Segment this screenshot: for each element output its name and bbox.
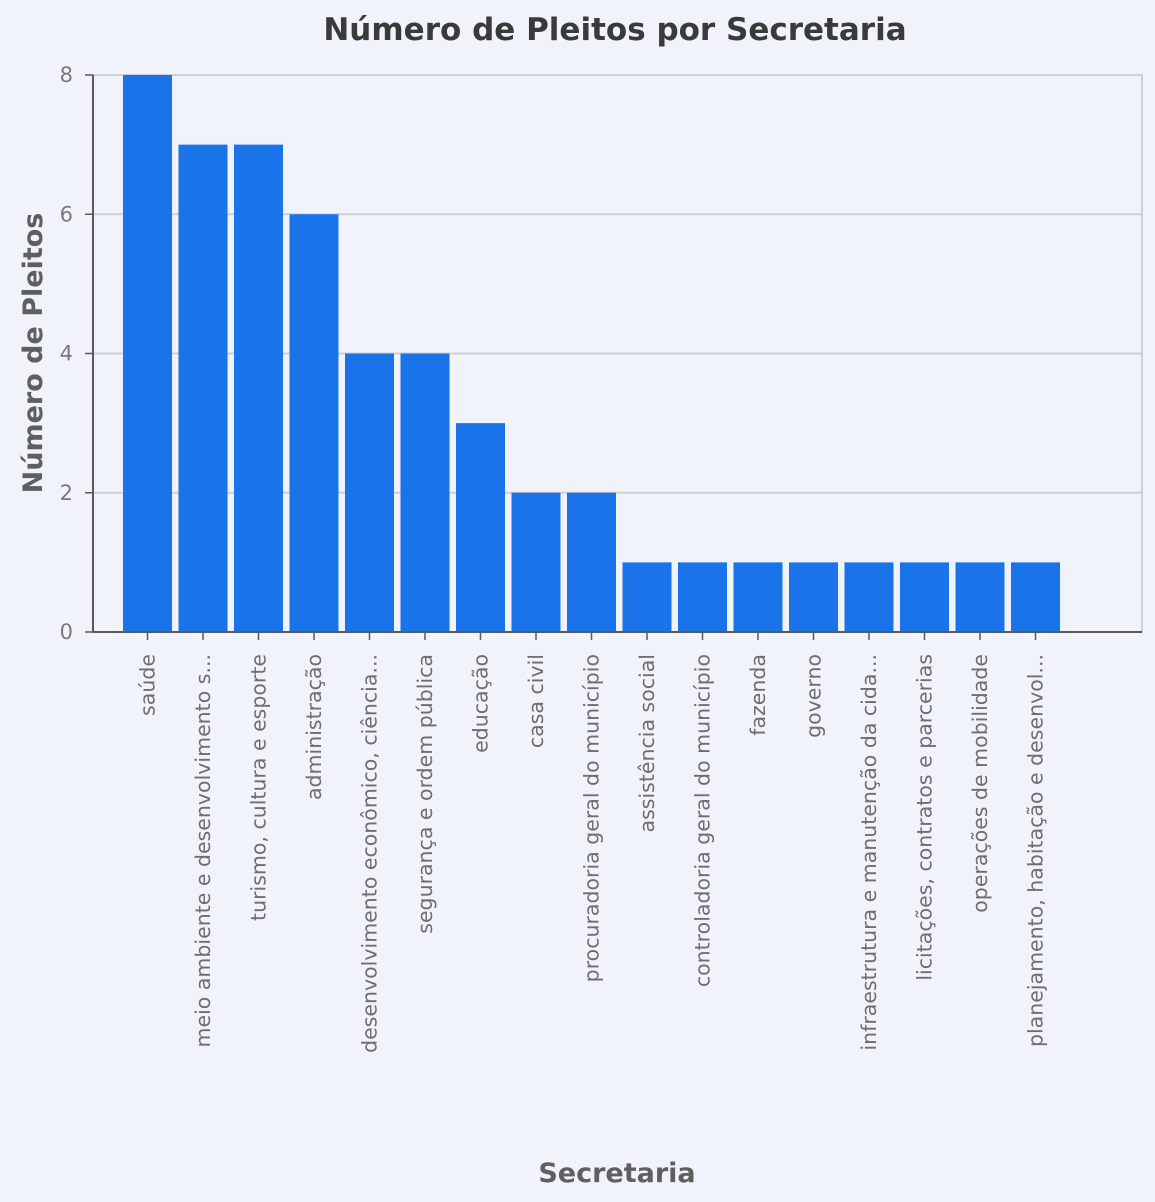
- x-tick-label: fazenda: [746, 654, 770, 736]
- x-tick-label: administração: [302, 654, 326, 800]
- x-tick-label: casa civil: [524, 654, 548, 748]
- bars: [123, 75, 1060, 632]
- x-tick-label: infraestrutura e manutenção da cida...: [857, 654, 881, 1051]
- bar: [289, 214, 339, 632]
- y-tick-label: 6: [60, 202, 73, 226]
- x-tick-label: desenvolvimento econômico, ciência...: [358, 654, 382, 1053]
- x-tick-label: educação: [469, 654, 493, 753]
- bar: [955, 562, 1005, 632]
- bar: [345, 353, 394, 632]
- x-tick-label: assistência social: [635, 654, 659, 832]
- bar: [400, 353, 450, 632]
- chart-title: Número de Pleitos por Secretaria: [323, 12, 906, 48]
- bar: [789, 562, 838, 632]
- bar: [900, 562, 949, 632]
- x-tick-label: meio ambiente e desenvolvimento s...: [191, 654, 215, 1047]
- x-tick-label: segurança e ordem pública: [413, 654, 437, 934]
- bar: [456, 423, 505, 632]
- x-tick-label: turismo, cultura e esporte: [247, 654, 271, 921]
- bar: [678, 562, 727, 632]
- x-axis-title: Secretaria: [538, 1158, 695, 1189]
- y-tick-label: 2: [60, 481, 73, 505]
- x-tick-label: planejamento, habitação e desenvol...: [1024, 654, 1048, 1047]
- x-axis-labels: saúde meio ambiente e desenvolvimento s..…: [136, 632, 1048, 1053]
- y-tick-label: 4: [60, 342, 73, 366]
- x-tick-label: operações de mobilidade: [968, 654, 992, 913]
- x-tick-label: controladoria geral do município: [691, 654, 715, 987]
- y-axis-ticks: 0 2 4 6 8: [60, 63, 93, 644]
- y-tick-label: 0: [60, 620, 73, 644]
- x-tick-label: licitações, contratos e parcerias: [913, 654, 937, 981]
- x-tick-label: governo: [802, 654, 826, 738]
- bar: [622, 562, 672, 632]
- bar: [844, 562, 894, 632]
- bar: [123, 75, 172, 632]
- bar: [511, 492, 561, 632]
- x-tick-label: saúde: [136, 654, 160, 716]
- bar: [733, 562, 783, 632]
- bar: [1011, 562, 1060, 632]
- x-tick-label: procuradoria geral do município: [580, 654, 604, 982]
- bar: [178, 144, 228, 632]
- y-tick-label: 8: [60, 63, 73, 87]
- bar: [234, 144, 283, 632]
- y-axis-title: Número de Pleitos: [18, 213, 49, 494]
- bar: [567, 492, 616, 632]
